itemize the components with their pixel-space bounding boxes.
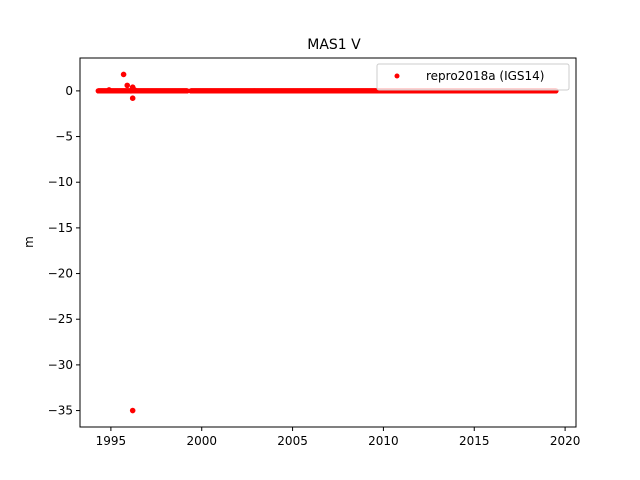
chart-title: MAS1 V xyxy=(307,37,361,53)
legend-entry: repro2018a (IGS14) xyxy=(426,69,544,83)
data-points xyxy=(95,71,559,414)
data-point xyxy=(129,95,136,101)
data-point xyxy=(131,87,138,93)
axes-frame xyxy=(79,57,577,428)
x-tick-label: 2015 xyxy=(459,434,490,448)
y-axis-label: m xyxy=(22,236,36,248)
data-point xyxy=(124,82,131,89)
legend-box xyxy=(376,63,570,91)
y-tick-label: −35 xyxy=(48,404,73,418)
y-tick-label: −10 xyxy=(48,175,73,189)
x-tick-label: 1995 xyxy=(96,434,127,448)
y-tick-label: −20 xyxy=(48,267,73,281)
y-tick-label: −25 xyxy=(48,312,73,326)
x-axis: 1995 2000 2005 2010 2015 2020 xyxy=(96,427,581,448)
x-tick-label: 2020 xyxy=(550,434,581,448)
data-point xyxy=(120,71,127,78)
y-tick-label: −15 xyxy=(48,221,73,235)
y-axis: 0 −5 −10 −15 −20 −25 −30 −35 xyxy=(48,84,80,418)
data-point xyxy=(129,407,136,414)
y-tick-label: −5 xyxy=(55,130,73,144)
y-tick-label: 0 xyxy=(65,84,73,98)
y-tick-label: −30 xyxy=(48,358,73,372)
legend: repro2018a (IGS14) xyxy=(376,63,570,91)
legend-marker xyxy=(394,73,400,79)
data-point xyxy=(106,87,112,93)
data-point xyxy=(184,88,190,94)
x-tick-label: 2005 xyxy=(277,434,308,448)
x-tick-label: 2000 xyxy=(186,434,217,448)
x-tick-label: 2010 xyxy=(368,434,399,448)
